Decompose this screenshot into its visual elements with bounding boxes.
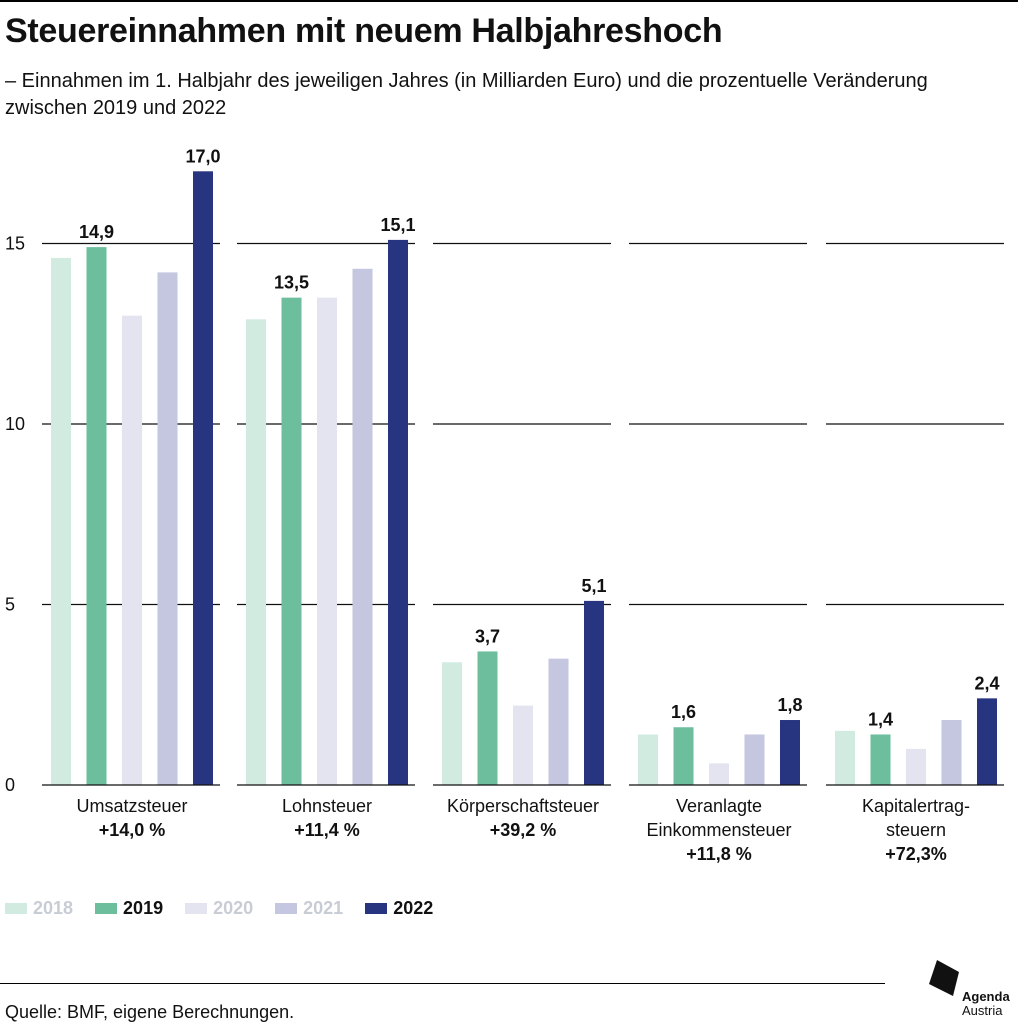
legend-swatch <box>5 903 27 914</box>
chart-title: Steuereinnahmen mit neuem Halbjahreshoch <box>5 12 723 50</box>
y-tick-label: 5 <box>5 595 15 615</box>
legend-item: 2018 <box>5 898 73 919</box>
y-tick-label: 0 <box>5 775 15 795</box>
bar <box>157 272 178 785</box>
bar <box>638 734 658 785</box>
bar <box>977 698 997 785</box>
bar <box>870 734 891 785</box>
bar <box>317 297 337 785</box>
data-label: 15,1 <box>380 215 415 235</box>
bar <box>906 748 926 785</box>
data-label: 5,1 <box>581 576 606 596</box>
data-label: 2,4 <box>974 673 999 693</box>
logo-line-1: Agenda <box>962 989 1010 1004</box>
logo-text: Agenda Austria <box>962 990 1010 1018</box>
y-tick-label: 15 <box>5 234 25 254</box>
legend-item: 2019 <box>95 898 163 919</box>
legend-label: 2021 <box>303 898 344 918</box>
bar <box>744 734 765 785</box>
bar <box>780 720 800 785</box>
legend-swatch <box>185 903 208 914</box>
data-label: 1,8 <box>777 695 802 715</box>
y-tick-label: 10 <box>5 414 25 434</box>
bar-chart: 0 5 10 15 14,9 17,0 Umsatzsteuer +14,0 % 13,5 15,… <box>5 146 1004 864</box>
legend-label: 2018 <box>33 898 74 918</box>
data-label: 3,7 <box>475 626 500 646</box>
legend-label: 2020 <box>213 898 254 918</box>
legend-label: 2022 <box>393 898 434 918</box>
legend-swatch <box>275 903 298 914</box>
category-label: Kapitalertrag- <box>862 796 970 816</box>
category-label: +39,2 % <box>490 820 557 840</box>
data-label: 1,6 <box>671 702 696 722</box>
category-label: +72,3% <box>885 844 947 864</box>
category-label: +11,8 % <box>686 844 752 864</box>
chart-subtitle: – Einnahmen im 1. Halbjahr des jeweilige… <box>5 70 928 119</box>
data-label: 14,9 <box>79 222 114 242</box>
agenda-austria-logo-icon <box>929 960 959 996</box>
bar <box>86 247 107 786</box>
category-label: Veranlagte <box>676 796 762 816</box>
bar <box>193 171 213 786</box>
category-label: +11,4 % <box>294 820 360 840</box>
footer-rule <box>0 983 885 984</box>
legend-item: 2022 <box>365 898 433 919</box>
bar <box>709 763 729 785</box>
bar <box>584 600 604 785</box>
bar <box>513 705 533 785</box>
legend-swatch <box>95 903 118 914</box>
legend-swatch <box>365 903 388 914</box>
bar <box>673 727 694 785</box>
bar <box>51 257 71 785</box>
bar <box>477 651 498 785</box>
legend-item: 2021 <box>275 898 343 919</box>
category-label: Körperschaftsteuer <box>447 796 599 816</box>
bar <box>548 658 569 785</box>
legend-label: 2019 <box>123 898 164 918</box>
bar <box>352 268 373 785</box>
category-label: steuern <box>886 820 946 840</box>
logo-line-2: Austria <box>962 1003 1003 1018</box>
category-label: Umsatzsteuer <box>76 796 187 816</box>
bar <box>442 662 462 785</box>
bar <box>246 319 266 785</box>
bar <box>941 720 962 785</box>
category-label: Lohnsteuer <box>282 796 372 816</box>
data-label: 17,0 <box>185 146 220 166</box>
category-label: Einkommensteuer <box>646 820 791 840</box>
chart-legend: 2018 2019 2020 2021 2022 <box>5 898 455 919</box>
top-rule <box>0 0 1018 2</box>
bar <box>388 239 408 785</box>
bar <box>281 297 302 785</box>
legend-item: 2020 <box>185 898 253 919</box>
source-note: Quelle: BMF, eigene Berechnungen. <box>5 1002 295 1022</box>
category-label: +14,0 % <box>99 820 166 840</box>
data-label: 13,5 <box>274 273 309 293</box>
data-label: 1,4 <box>868 709 893 729</box>
bar <box>122 315 142 785</box>
bar <box>835 730 855 785</box>
